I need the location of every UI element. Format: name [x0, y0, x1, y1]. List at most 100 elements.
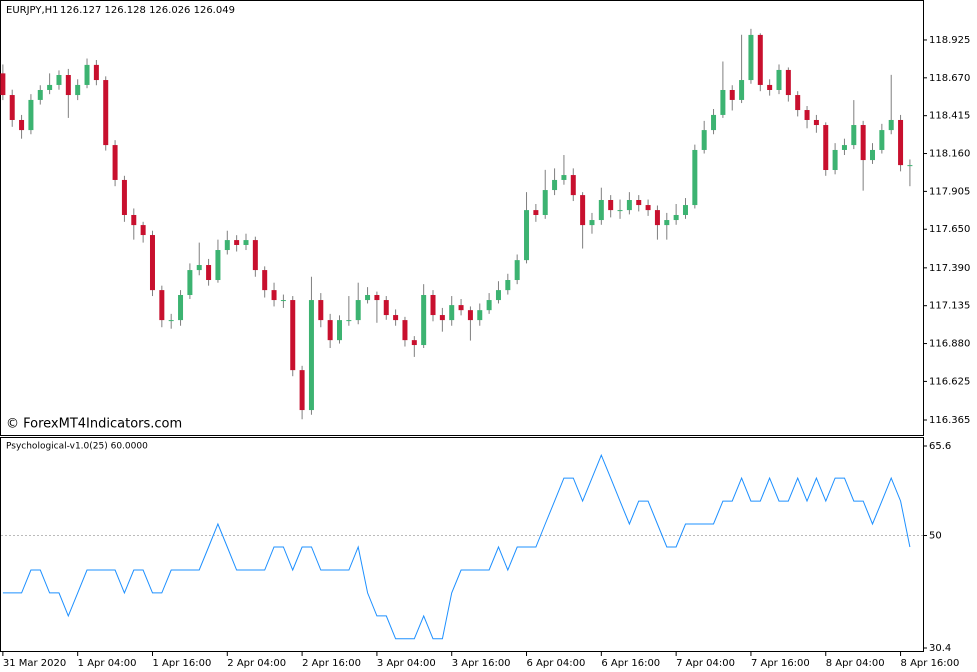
- candle-body: [795, 95, 801, 111]
- candle-body: [56, 75, 62, 85]
- y-tick-label: 65.6: [929, 441, 951, 452]
- x-tick-label: 8 Apr 04:00: [826, 658, 885, 669]
- y-tick-label: 30.4: [929, 643, 951, 654]
- candle-body: [318, 300, 324, 321]
- candle-body: [168, 320, 174, 322]
- candle-body: [813, 119, 819, 126]
- indicator-title: Psychological-v1.0(25) 60.0000: [6, 442, 148, 452]
- candle-body: [206, 265, 212, 281]
- candle-body: [514, 260, 520, 281]
- candle-body: [196, 265, 202, 271]
- candle-body: [580, 195, 586, 226]
- candle-body: [785, 69, 791, 96]
- candle-body: [458, 305, 464, 311]
- candle-body: [187, 270, 193, 296]
- candle-body: [9, 95, 15, 120]
- candle-body: [626, 199, 632, 211]
- candle-body: [365, 295, 371, 301]
- candle-body: [159, 290, 165, 321]
- candle-body: [561, 175, 567, 180]
- candle-body: [524, 210, 530, 261]
- candle-body: [374, 295, 380, 301]
- candle-body: [617, 210, 623, 212]
- candle-body: [823, 125, 829, 171]
- ohlc-readout: 126.127 126.128 126.026 126.049: [60, 5, 235, 16]
- candle-body: [411, 340, 417, 346]
- candle-body: [486, 300, 492, 311]
- candle-body: [664, 220, 670, 226]
- candle-body: [841, 145, 847, 150]
- candle-body: [477, 310, 483, 321]
- candle-body: [439, 315, 445, 321]
- candle-body: [178, 295, 184, 321]
- candle-body: [552, 179, 558, 191]
- candle-body: [280, 300, 286, 302]
- x-tick-label: 3 Apr 16:00: [452, 658, 511, 669]
- candle-body: [870, 149, 876, 161]
- candle-body: [84, 64, 90, 85]
- y-tick-label: 117.135: [929, 301, 970, 312]
- candle-body: [112, 145, 118, 180]
- y-tick-label: 116.880: [929, 339, 970, 350]
- candle-body: [337, 320, 343, 341]
- candle-body: [47, 84, 53, 90]
- y-tick-label: 117.650: [929, 224, 970, 235]
- candle-body: [430, 295, 436, 316]
- candle-body: [355, 300, 361, 321]
- y-tick-label: 116.365: [929, 415, 970, 426]
- x-tick-label: 6 Apr 16:00: [601, 658, 660, 669]
- candle-body: [224, 240, 230, 251]
- y-tick-label: 50: [929, 531, 942, 542]
- y-tick-label: 117.390: [929, 263, 970, 274]
- y-tick-label: 117.905: [929, 186, 970, 197]
- candle-body: [402, 320, 408, 341]
- candle-body: [739, 80, 745, 100]
- candle-body: [888, 119, 894, 131]
- candle-body: [720, 89, 726, 115]
- y-tick-label: 118.670: [929, 73, 970, 84]
- candle-body: [692, 149, 698, 206]
- candle-body: [645, 205, 651, 211]
- candle-body: [495, 290, 501, 301]
- candle-body: [327, 320, 333, 341]
- candle-body: [0, 73, 6, 96]
- candle-body: [234, 240, 240, 245]
- y-tick-label: 118.415: [929, 111, 970, 122]
- candle-body: [467, 310, 473, 321]
- candle-body: [299, 370, 305, 411]
- y-tick-label: 118.925: [929, 35, 970, 46]
- candle-body: [776, 69, 782, 90]
- candle-body: [290, 300, 296, 371]
- candle-body: [767, 84, 773, 90]
- candle-body: [75, 84, 81, 96]
- price-panel: [0, 0, 924, 436]
- candle-body: [28, 99, 34, 131]
- x-tick-label: 2 Apr 16:00: [302, 658, 361, 669]
- y-tick-label: 118.160: [929, 149, 970, 160]
- candle-body: [673, 214, 679, 221]
- watermark: © ForexMT4Indicators.com: [6, 417, 182, 432]
- candle-body: [149, 235, 155, 291]
- candle-body: [898, 119, 904, 166]
- x-tick-label: 8 Apr 16:00: [901, 658, 960, 669]
- x-tick-label: 2 Apr 04:00: [227, 658, 286, 669]
- candle-body: [608, 199, 614, 211]
- candle-body: [748, 34, 754, 81]
- candle-body: [851, 125, 857, 146]
- x-tick-label: 3 Apr 04:00: [377, 658, 436, 669]
- x-tick-label: 31 Mar 2020: [3, 658, 66, 669]
- candle-body: [636, 199, 642, 206]
- candle-body: [215, 250, 221, 281]
- candle-body: [65, 75, 71, 96]
- candle-body: [729, 89, 735, 100]
- candle-body: [757, 34, 763, 85]
- candle-body: [271, 290, 277, 301]
- chart-title: EURJPY,H1: [6, 5, 59, 16]
- y-tick-label: 116.625: [929, 376, 970, 387]
- candle-body: [308, 300, 314, 411]
- candle-body: [383, 300, 389, 316]
- candle-body: [93, 64, 99, 81]
- candle-body: [505, 280, 511, 291]
- indicator-panel: [0, 437, 924, 652]
